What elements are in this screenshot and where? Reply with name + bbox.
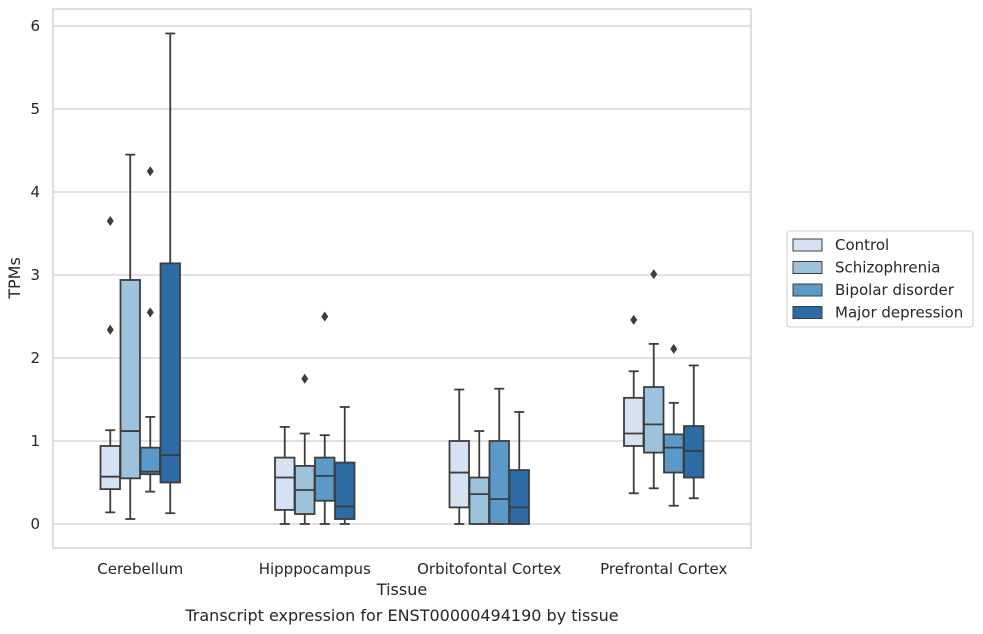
box	[99, 216, 121, 514]
box	[314, 311, 336, 525]
box	[119, 153, 141, 520]
legend-swatch	[792, 283, 823, 297]
y-tick-label: 5	[30, 100, 40, 118]
box-body	[508, 469, 530, 525]
x-axis-title: Tissue	[376, 580, 427, 599]
y-tick-label: 3	[30, 266, 40, 284]
box	[468, 430, 490, 525]
box	[334, 406, 356, 525]
legend-swatch	[792, 238, 823, 252]
x-tick-label: Hipppocampus	[259, 560, 371, 578]
box-body	[314, 456, 336, 502]
legend-swatch	[792, 306, 823, 319]
box	[294, 373, 316, 525]
x-tick-label: Orbitofontal Cortex	[417, 560, 561, 578]
legend: Control Schizophrenia Bipolar disorder Majo…	[786, 230, 974, 328]
outlier-marker	[301, 373, 309, 384]
box-body	[99, 445, 121, 491]
box	[139, 166, 161, 493]
outlier-marker	[670, 343, 678, 354]
box	[683, 364, 705, 500]
box-body	[643, 386, 665, 454]
box	[448, 388, 470, 525]
outlier-marker	[650, 269, 658, 280]
box-body	[488, 440, 510, 525]
outlier-marker	[321, 311, 329, 322]
box	[159, 32, 181, 515]
outlier-marker	[106, 324, 114, 335]
series-schizophrenia	[119, 153, 665, 525]
y-tick-label: 4	[30, 183, 40, 201]
legend-label: Control	[835, 236, 889, 254]
x-tick-label: Prefrontal Cortex	[600, 560, 727, 578]
box-body	[623, 396, 645, 447]
outlier-marker	[146, 166, 154, 177]
outlier-marker	[630, 314, 638, 325]
x-tick-label: Cerebellum	[97, 560, 183, 578]
box	[274, 425, 296, 525]
y-tick-label: 1	[30, 432, 40, 450]
box-body	[159, 262, 181, 484]
chart-caption: Transcript expression for ENST0000049419…	[184, 606, 618, 625]
outlier-marker	[146, 307, 154, 318]
legend-label: Major depression	[835, 304, 963, 322]
box	[623, 314, 645, 495]
outlier-marker	[106, 216, 114, 227]
box	[508, 411, 530, 525]
series-bipolar-disorder	[139, 166, 685, 525]
box-body	[334, 461, 356, 520]
box	[488, 387, 510, 525]
x-tick-labels: Cerebellum Hipppocampus Orbitofontal Corte…	[97, 560, 727, 578]
y-tick-label: 2	[30, 349, 40, 367]
box-body	[663, 433, 685, 474]
y-tick-label: 6	[30, 17, 40, 35]
series-control	[99, 216, 645, 525]
plot-frame	[52, 8, 752, 549]
box-body	[119, 279, 141, 480]
box-body	[468, 476, 490, 525]
box	[663, 343, 685, 507]
box	[643, 269, 665, 490]
y-tick-labels: 0 1 2 3 4 5 6	[30, 17, 40, 533]
y-tick-label: 0	[30, 515, 40, 533]
legend-label: Schizophrenia	[835, 259, 940, 277]
legend-swatch	[792, 261, 823, 274]
box-body	[448, 440, 470, 509]
legend-label: Bipolar disorder	[835, 281, 955, 299]
box-series	[99, 32, 705, 525]
legend-frame	[786, 230, 974, 328]
box-body	[139, 446, 161, 476]
series-major-depression	[159, 32, 705, 525]
box-body	[274, 456, 296, 511]
y-axis-title: TPMs	[5, 257, 24, 300]
